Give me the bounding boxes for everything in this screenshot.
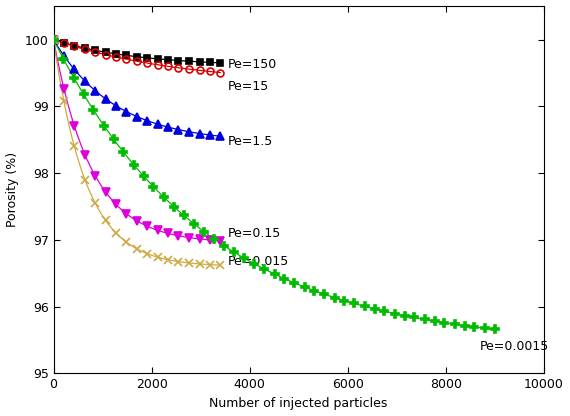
Text: Pe=1.5: Pe=1.5 (227, 135, 273, 148)
X-axis label: Number of injected particles: Number of injected particles (210, 397, 388, 410)
Text: Pe=0.0015: Pe=0.0015 (480, 340, 549, 353)
Text: Pe=0.015: Pe=0.015 (227, 255, 289, 268)
Text: Pe=0.15: Pe=0.15 (227, 227, 281, 240)
Y-axis label: Porosity (%): Porosity (%) (6, 152, 19, 228)
Text: Pe=15: Pe=15 (227, 80, 269, 93)
Text: Pe=150: Pe=150 (227, 58, 277, 71)
